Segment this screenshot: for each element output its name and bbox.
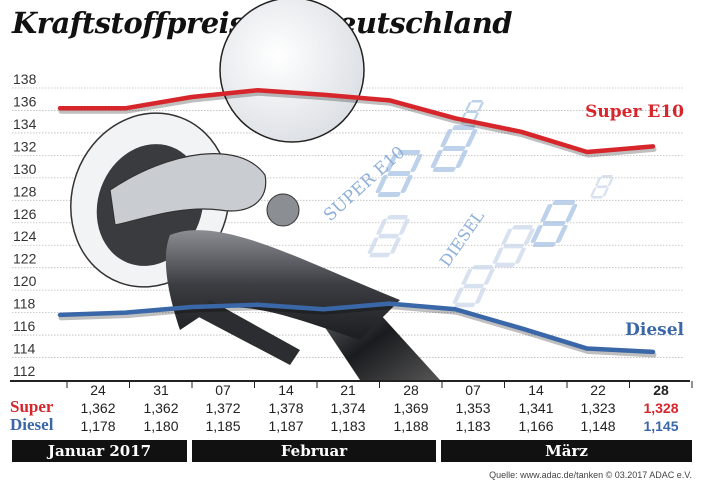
date-row: 24 31 07 14 21 28 07 14 22 28 xyxy=(0,382,710,400)
diesel-price-current: 1,145 xyxy=(643,418,679,434)
diesel-row-label: Diesel xyxy=(10,415,54,434)
nozzle-handle xyxy=(165,230,400,340)
digit-eight-shape xyxy=(430,125,478,172)
diesel-line xyxy=(57,301,656,355)
diesel-price: 1,183 xyxy=(455,418,491,434)
y-tick-label: 112 xyxy=(13,363,36,379)
y-tick-label: 130 xyxy=(13,161,37,177)
y-tick-label: 132 xyxy=(13,138,37,154)
super-price: 1,369 xyxy=(393,400,429,416)
date-label: 28 xyxy=(653,382,669,398)
y-tick-label: 136 xyxy=(13,93,37,109)
date-label: 14 xyxy=(528,382,544,398)
diesel-price: 1,185 xyxy=(205,418,241,434)
date-label: 21 xyxy=(340,382,356,398)
diesel-price: 1,183 xyxy=(330,418,366,434)
month-februar: Februar xyxy=(192,440,436,462)
digit-eight-shape xyxy=(375,150,423,197)
super-price: 1,323 xyxy=(580,400,616,416)
super-price: 1,372 xyxy=(205,400,241,416)
diesel-price: 1,180 xyxy=(143,418,179,434)
super-price: 1,374 xyxy=(330,400,366,416)
date-label: 07 xyxy=(465,382,481,398)
y-tick-label: 122 xyxy=(13,251,37,267)
nozzle-spout xyxy=(109,153,267,226)
super-price: 1,378 xyxy=(268,400,304,416)
month-maerz: März xyxy=(441,440,692,462)
date-label: 14 xyxy=(278,382,294,398)
digit-eight-shape xyxy=(367,215,410,258)
diesel-price-row: Diesel 1,178 1,180 1,185 1,187 1,183 1,1… xyxy=(0,415,710,436)
series-shadow xyxy=(58,90,657,158)
y-tick-label: 118 xyxy=(13,296,36,312)
month-januar: Januar 2017 xyxy=(12,440,187,462)
date-label: 24 xyxy=(90,382,106,398)
date-label: 31 xyxy=(153,382,169,398)
fuel-nozzle-illustration: SUPER E10 DIESEL xyxy=(70,0,614,380)
series-shadow xyxy=(58,304,657,358)
fuel-cap xyxy=(219,0,365,143)
digit-eight-shape xyxy=(452,265,495,308)
super-price: 1,362 xyxy=(143,400,179,416)
super-price-row: Super 1,362 1,362 1,372 1,378 1,374 1,36… xyxy=(0,397,710,418)
y-tick-label: 116 xyxy=(13,318,36,334)
nozzle-lever xyxy=(195,300,300,365)
y-tick-label: 128 xyxy=(13,183,37,199)
diesel-price: 1,188 xyxy=(393,418,429,434)
legend-diesel: Diesel xyxy=(625,320,684,340)
date-label: 28 xyxy=(403,382,419,398)
date-label: 07 xyxy=(215,382,231,398)
diesel-price: 1,187 xyxy=(268,418,304,434)
digit-eight-shape xyxy=(530,200,578,247)
diesel-price: 1,178 xyxy=(80,418,116,434)
digit-eight-shape xyxy=(460,100,484,124)
y-tick-label: 124 xyxy=(13,228,37,244)
digital-display-decoration xyxy=(367,100,614,308)
y-tick-label: 138 xyxy=(13,71,37,87)
super-e10-line xyxy=(57,87,656,155)
y-tick-label: 120 xyxy=(13,273,37,289)
super-price: 1,341 xyxy=(518,400,554,416)
super-price: 1,353 xyxy=(455,400,491,416)
diesel-decor-label: DIESEL xyxy=(436,207,489,271)
chart-area: 112 114 116 118 120 122 124 126 128 130 132 134 136 1… xyxy=(10,0,693,388)
diesel-price: 1,166 xyxy=(518,418,554,434)
digit-eight-shape xyxy=(492,225,535,268)
source-credit: Quelle: www.adac.de/tanken © 03.2017 ADA… xyxy=(489,470,692,480)
super-price-current: 1,328 xyxy=(643,400,679,416)
valve xyxy=(266,193,300,227)
diesel-price: 1,148 xyxy=(580,418,616,434)
y-tick-label: 126 xyxy=(13,206,37,222)
super-price: 1,362 xyxy=(80,400,116,416)
y-tick-label: 114 xyxy=(13,341,36,357)
date-label: 22 xyxy=(590,382,606,398)
super-row-label: Super xyxy=(10,397,54,416)
y-tick-label: 134 xyxy=(13,116,37,132)
digit-eight-shape xyxy=(590,175,614,199)
legend-super-e10: Super E10 xyxy=(585,102,684,122)
